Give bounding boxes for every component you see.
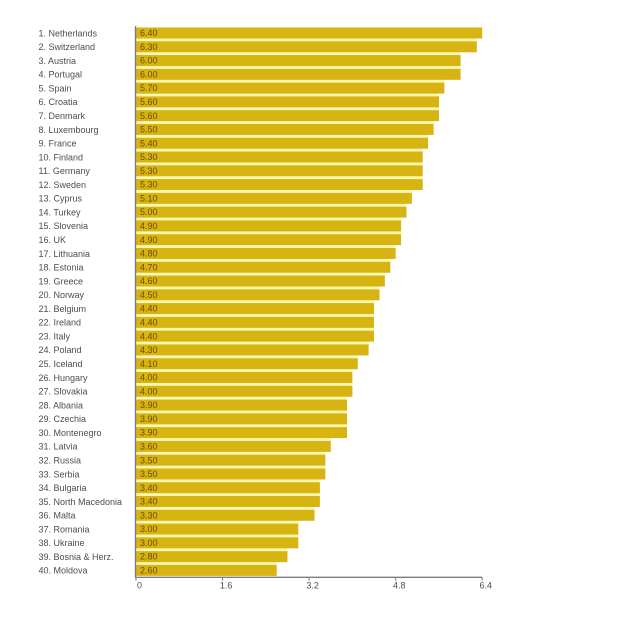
svg-text:6. Croatia: 6. Croatia	[39, 97, 78, 107]
svg-text:3.00: 3.00	[140, 538, 158, 548]
svg-text:27. Slovakia: 27. Slovakia	[39, 387, 88, 397]
svg-text:6.00: 6.00	[140, 69, 158, 79]
svg-text:4.00: 4.00	[140, 386, 158, 396]
svg-text:3.30: 3.30	[140, 510, 158, 520]
svg-text:5.70: 5.70	[140, 83, 158, 93]
svg-text:4. Portugal: 4. Portugal	[39, 70, 83, 80]
svg-text:23. Italy: 23. Italy	[39, 331, 71, 341]
svg-text:2.60: 2.60	[140, 566, 158, 576]
svg-text:11. Germany: 11. Germany	[39, 166, 91, 176]
svg-text:3.60: 3.60	[140, 441, 158, 451]
svg-text:36. Malta: 36. Malta	[39, 511, 76, 521]
svg-text:0: 0	[137, 580, 142, 590]
svg-text:5.00: 5.00	[140, 207, 158, 217]
svg-text:10. Finland: 10. Finland	[39, 152, 84, 162]
svg-text:5.40: 5.40	[140, 138, 158, 148]
svg-text:3.00: 3.00	[140, 524, 158, 534]
svg-text:3.40: 3.40	[140, 483, 158, 493]
svg-text:19. Greece: 19. Greece	[39, 276, 84, 286]
svg-text:4.8: 4.8	[393, 580, 406, 590]
svg-text:40. Moldova: 40. Moldova	[39, 566, 88, 576]
svg-text:18. Estonia: 18. Estonia	[39, 263, 84, 273]
svg-text:37. Romania: 37. Romania	[39, 524, 90, 534]
svg-text:20. Norway: 20. Norway	[39, 290, 85, 300]
svg-text:5.10: 5.10	[140, 193, 158, 203]
svg-text:7. Denmark: 7. Denmark	[39, 111, 86, 121]
svg-text:3.90: 3.90	[140, 400, 158, 410]
svg-text:8. Luxembourg: 8. Luxembourg	[39, 125, 99, 135]
svg-text:4.10: 4.10	[140, 359, 158, 369]
svg-text:12. Sweden: 12. Sweden	[39, 180, 87, 190]
svg-text:24. Poland: 24. Poland	[39, 345, 82, 355]
svg-text:6.4: 6.4	[479, 580, 492, 590]
svg-text:22. Ireland: 22. Ireland	[39, 318, 82, 328]
svg-text:6.40: 6.40	[140, 28, 158, 38]
svg-text:5.60: 5.60	[140, 97, 158, 107]
svg-text:35. North Macedonia: 35. North Macedonia	[39, 497, 123, 507]
svg-text:26. Hungary: 26. Hungary	[39, 373, 89, 383]
svg-text:4.90: 4.90	[140, 235, 158, 245]
svg-text:1.6: 1.6	[220, 580, 233, 590]
svg-text:38. Ukraine: 38. Ukraine	[39, 538, 85, 548]
svg-text:6.00: 6.00	[140, 56, 158, 66]
svg-text:4.30: 4.30	[140, 345, 158, 355]
svg-text:4.80: 4.80	[140, 249, 158, 259]
svg-text:5.50: 5.50	[140, 125, 158, 135]
svg-text:30. Montenegro: 30. Montenegro	[39, 428, 102, 438]
svg-text:3.2: 3.2	[306, 580, 319, 590]
svg-text:5.60: 5.60	[140, 111, 158, 121]
svg-text:39. Bosnia & Herz.: 39. Bosnia & Herz.	[39, 552, 114, 562]
svg-text:3.90: 3.90	[140, 414, 158, 424]
svg-text:4.90: 4.90	[140, 221, 158, 231]
svg-text:3. Austria: 3. Austria	[39, 56, 77, 66]
svg-text:31. Latvia: 31. Latvia	[39, 442, 78, 452]
svg-text:4.60: 4.60	[140, 276, 158, 286]
svg-text:4.40: 4.40	[140, 331, 158, 341]
svg-text:5.30: 5.30	[140, 152, 158, 162]
svg-text:2. Switzerland: 2. Switzerland	[39, 42, 96, 52]
svg-text:28. Albania: 28. Albania	[39, 400, 84, 410]
svg-text:15. Slovenia: 15. Slovenia	[39, 221, 89, 231]
svg-text:16. UK: 16. UK	[39, 235, 67, 245]
svg-text:3.50: 3.50	[140, 469, 158, 479]
svg-text:34. Bulgaria: 34. Bulgaria	[39, 483, 87, 493]
svg-text:5.30: 5.30	[140, 166, 158, 176]
svg-text:21. Belgium: 21. Belgium	[39, 304, 87, 314]
svg-text:4.50: 4.50	[140, 290, 158, 300]
svg-text:25. Iceland: 25. Iceland	[39, 359, 83, 369]
svg-text:29. Czechia: 29. Czechia	[39, 414, 87, 424]
svg-text:3.50: 3.50	[140, 455, 158, 465]
svg-text:14. Turkey: 14. Turkey	[39, 207, 82, 217]
svg-text:3.40: 3.40	[140, 497, 158, 507]
svg-text:32. Russia: 32. Russia	[39, 455, 82, 465]
svg-text:9. France: 9. France	[39, 139, 77, 149]
svg-text:4.70: 4.70	[140, 262, 158, 272]
svg-text:4.00: 4.00	[140, 373, 158, 383]
svg-text:5. Spain: 5. Spain	[39, 83, 72, 93]
svg-text:4.40: 4.40	[140, 317, 158, 327]
svg-text:33. Serbia: 33. Serbia	[39, 469, 80, 479]
svg-text:17. Lithuania: 17. Lithuania	[39, 249, 91, 259]
svg-text:13. Cyprus: 13. Cyprus	[39, 194, 83, 204]
svg-text:4.40: 4.40	[140, 304, 158, 314]
svg-text:3.90: 3.90	[140, 428, 158, 438]
svg-text:5.30: 5.30	[140, 180, 158, 190]
svg-text:1. Netherlands: 1. Netherlands	[39, 28, 98, 38]
svg-text:2.80: 2.80	[140, 552, 158, 562]
svg-text:6.30: 6.30	[140, 42, 158, 52]
